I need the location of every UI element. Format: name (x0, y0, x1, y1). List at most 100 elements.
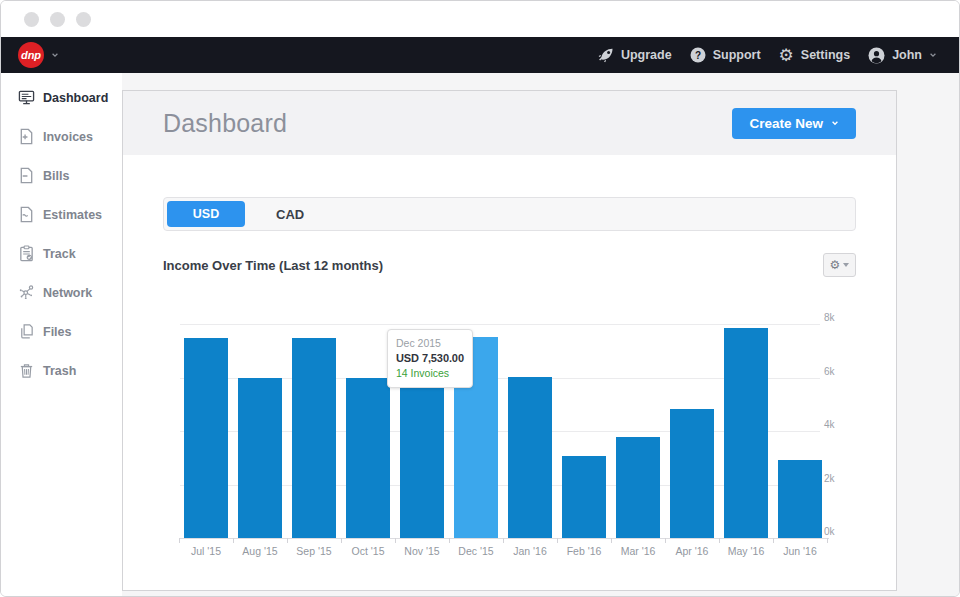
logo-menu[interactable]: dnp (18, 42, 59, 68)
chart-bar-jun16[interactable] (778, 460, 822, 538)
panel-body: USD CAD Income Over Time (Last 12 months… (123, 197, 896, 564)
nav-settings[interactable]: ⚙ Settings (779, 47, 851, 64)
x-axis-label: Oct '15 (341, 545, 395, 557)
sidebar-item-dashboard[interactable]: Dashboard (1, 78, 122, 117)
tooltip-invoices: 14 Invoices (396, 367, 464, 379)
x-axis-tick (449, 538, 450, 543)
chevron-down-icon (831, 119, 839, 127)
sidebar-item-estimates[interactable]: Estimates (1, 195, 122, 234)
sidebar-item-trash[interactable]: Trash (1, 351, 122, 390)
stacked-pages-icon (18, 323, 35, 340)
x-axis-label: Jul '15 (179, 545, 233, 557)
window-control-minimize[interactable] (50, 12, 65, 27)
nav-upgrade-label: Upgrade (621, 48, 672, 62)
chevron-down-icon (929, 51, 937, 59)
window-control-zoom[interactable] (76, 12, 91, 27)
chart-tooltip: Dec 2015 USD 7,530.00 14 Invoices (387, 329, 473, 388)
income-chart: 0k2k4k6k8kJul '15Aug '15Sep '15Oct '15No… (163, 324, 856, 564)
sidebar-label-track: Track (43, 247, 76, 261)
chart-bar-sep15[interactable] (292, 338, 336, 538)
x-axis-label: May '16 (719, 545, 773, 557)
y-axis-label: 2k (824, 473, 835, 484)
x-axis-tick (827, 538, 828, 543)
sidebar-item-bills[interactable]: Bills (1, 156, 122, 195)
panel-header: Dashboard Create New (123, 91, 896, 155)
brand-logo: dnp (18, 42, 44, 68)
sidebar-label-dashboard: Dashboard (43, 91, 108, 105)
gridline (180, 324, 820, 325)
caret-down-icon (843, 263, 849, 267)
sidebar-label-invoices: Invoices (43, 130, 93, 144)
trash-icon (18, 362, 35, 379)
x-axis-label: Jan '16 (503, 545, 557, 557)
chart-title: Income Over Time (Last 12 months) (163, 258, 383, 273)
chart-bar-apr16[interactable] (670, 409, 714, 538)
user-circle-icon (868, 47, 885, 64)
sidebar-item-invoices[interactable]: Invoices (1, 117, 122, 156)
y-axis-label: 4k (824, 419, 835, 430)
x-axis-tick (503, 538, 504, 543)
x-axis-tick (233, 538, 234, 543)
sidebar-label-estimates: Estimates (43, 208, 102, 222)
document-tilde-icon (18, 206, 35, 223)
sidebar-item-network[interactable]: Network (1, 273, 122, 312)
network-nodes-icon (18, 284, 35, 301)
nav-settings-label: Settings (801, 48, 850, 62)
nav-upgrade[interactable]: Upgrade (598, 47, 672, 63)
x-axis-tick (665, 538, 666, 543)
x-axis-tick (341, 538, 342, 543)
x-axis-tick (719, 538, 720, 543)
chart-bar-mar16[interactable] (616, 437, 660, 538)
sidebar: Dashboard Invoices Bills Estimates Track… (1, 73, 122, 596)
rocket-icon (598, 47, 614, 63)
chart-bar-nov15[interactable] (400, 384, 444, 538)
main-area: Dashboard Create New USD CAD Income Over… (122, 73, 959, 596)
x-axis-tick (395, 538, 396, 543)
x-axis-label: Nov '15 (395, 545, 449, 557)
chart-bar-jan16[interactable] (508, 377, 552, 538)
x-axis-label: Apr '16 (665, 545, 719, 557)
nav-user-label: John (892, 48, 922, 62)
y-axis-label: 8k (824, 312, 835, 323)
y-axis-label: 0k (824, 526, 835, 537)
chart-bar-jul15[interactable] (184, 338, 228, 538)
clipboard-check-icon (18, 245, 35, 262)
chart-options-button[interactable]: ⚙ (823, 253, 856, 277)
currency-tabs: USD CAD (163, 197, 856, 231)
window-titlebar (1, 1, 959, 37)
x-axis-line (179, 538, 829, 539)
sidebar-label-network: Network (43, 286, 92, 300)
chart-bar-oct15[interactable] (346, 378, 390, 538)
nav-user-menu[interactable]: John (868, 47, 937, 64)
svg-text:?: ? (695, 50, 701, 61)
nav-support-label: Support (713, 48, 761, 62)
x-axis-tick (557, 538, 558, 543)
y-axis-label: 6k (824, 366, 835, 377)
page-title: Dashboard (163, 109, 287, 138)
create-new-button[interactable]: Create New (732, 108, 856, 139)
sidebar-label-bills: Bills (43, 169, 69, 183)
content-panel: Dashboard Create New USD CAD Income Over… (122, 90, 897, 591)
chevron-down-icon (51, 51, 59, 59)
tooltip-amount: USD 7,530.00 (396, 352, 464, 364)
x-axis-tick (287, 538, 288, 543)
chart-bar-feb16[interactable] (562, 456, 606, 538)
sidebar-item-track[interactable]: Track (1, 234, 122, 273)
question-circle-icon: ? (690, 47, 706, 63)
x-axis-label: Sep '15 (287, 545, 341, 557)
tooltip-date: Dec 2015 (396, 337, 464, 349)
document-plus-icon (18, 128, 35, 145)
monitor-icon (18, 89, 35, 106)
sidebar-item-files[interactable]: Files (1, 312, 122, 351)
x-axis-tick (773, 538, 774, 543)
window-control-close[interactable] (24, 12, 39, 27)
tab-usd[interactable]: USD (167, 201, 245, 227)
tab-cad[interactable]: CAD (276, 207, 304, 222)
x-axis-tick (179, 538, 180, 543)
create-new-label: Create New (749, 116, 823, 131)
document-minus-icon (18, 167, 35, 184)
gear-icon: ⚙ (779, 47, 794, 64)
chart-bar-may16[interactable] (724, 328, 768, 538)
nav-support[interactable]: ? Support (690, 47, 761, 63)
chart-bar-aug15[interactable] (238, 378, 282, 538)
